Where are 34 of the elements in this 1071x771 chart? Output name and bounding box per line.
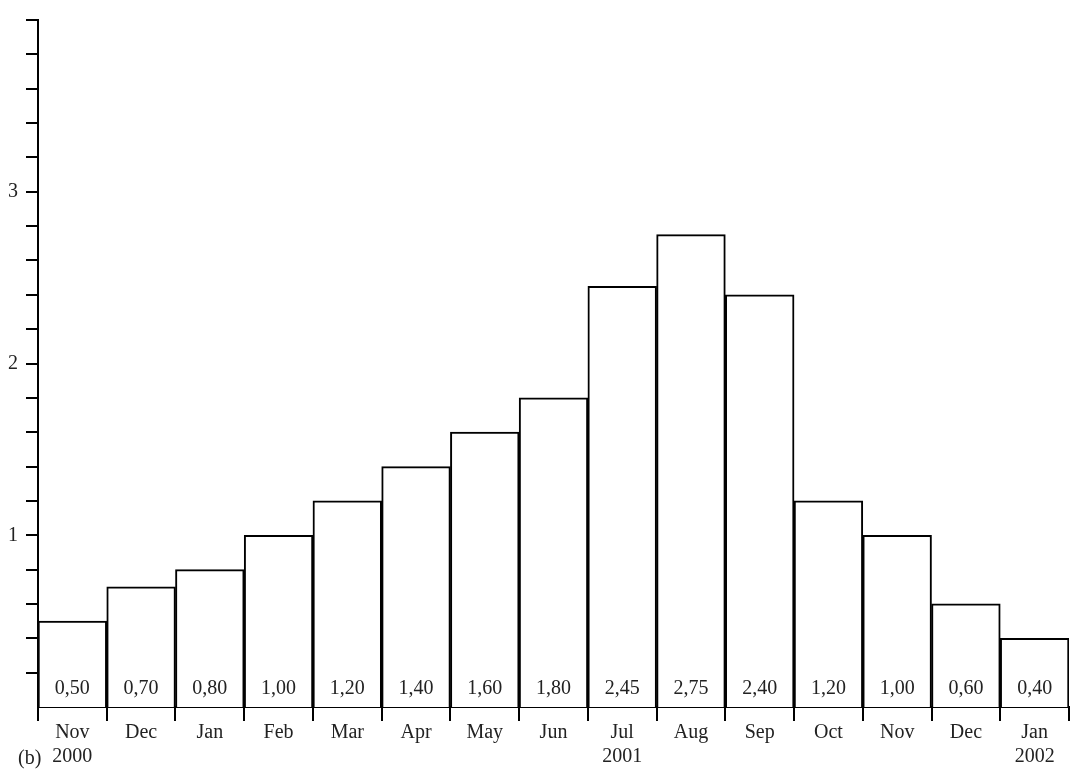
x-tick-label: May — [466, 720, 504, 744]
x-tick-label: Jul 2001 — [602, 720, 643, 767]
y-tick-label: 3 — [8, 179, 18, 201]
data-label: 1,00 — [261, 676, 297, 699]
x-tick-label: Apr — [400, 720, 432, 744]
x-tick-label: Jan — [196, 720, 224, 743]
x-tick-label: Nov 2000 — [52, 720, 93, 767]
x-tick-label: Feb — [263, 720, 294, 743]
data-label: 0,80 — [192, 676, 228, 699]
x-tick-label: Nov — [879, 720, 915, 743]
data-label: 1,60 — [467, 676, 503, 699]
x-tick-label: Jun — [539, 720, 568, 743]
data-label: 0,60 — [948, 676, 984, 699]
x-tick-label: Oct — [813, 720, 844, 743]
data-label: 0,40 — [1017, 676, 1053, 699]
data-label: 0,50 — [54, 676, 90, 699]
text: (b) — [18, 746, 42, 770]
data-label: 1,20 — [810, 676, 846, 699]
x-tick-label: Mar — [330, 720, 365, 743]
data-label: 1,80 — [536, 676, 571, 699]
data-label: 2,40 — [742, 676, 778, 699]
data-label: 1,20 — [329, 676, 365, 699]
x-tick-label: Sep — [744, 720, 775, 744]
data-label: 1,00 — [879, 676, 915, 699]
x-tick-label: Dec — [125, 720, 158, 743]
x-tick-label: Aug — [673, 720, 709, 744]
data-label: 1,40 — [398, 676, 434, 699]
y-tick-label: 2 — [8, 350, 18, 373]
data-label: 2,75 — [673, 676, 709, 699]
x-tick-label: Dec — [949, 720, 983, 743]
x-tick-label: Jan 2002 — [1014, 720, 1055, 767]
data-label: 2,45 — [604, 676, 640, 699]
data-label: 0,70 — [123, 676, 159, 699]
y-tick-label: 1 — [8, 522, 18, 545]
